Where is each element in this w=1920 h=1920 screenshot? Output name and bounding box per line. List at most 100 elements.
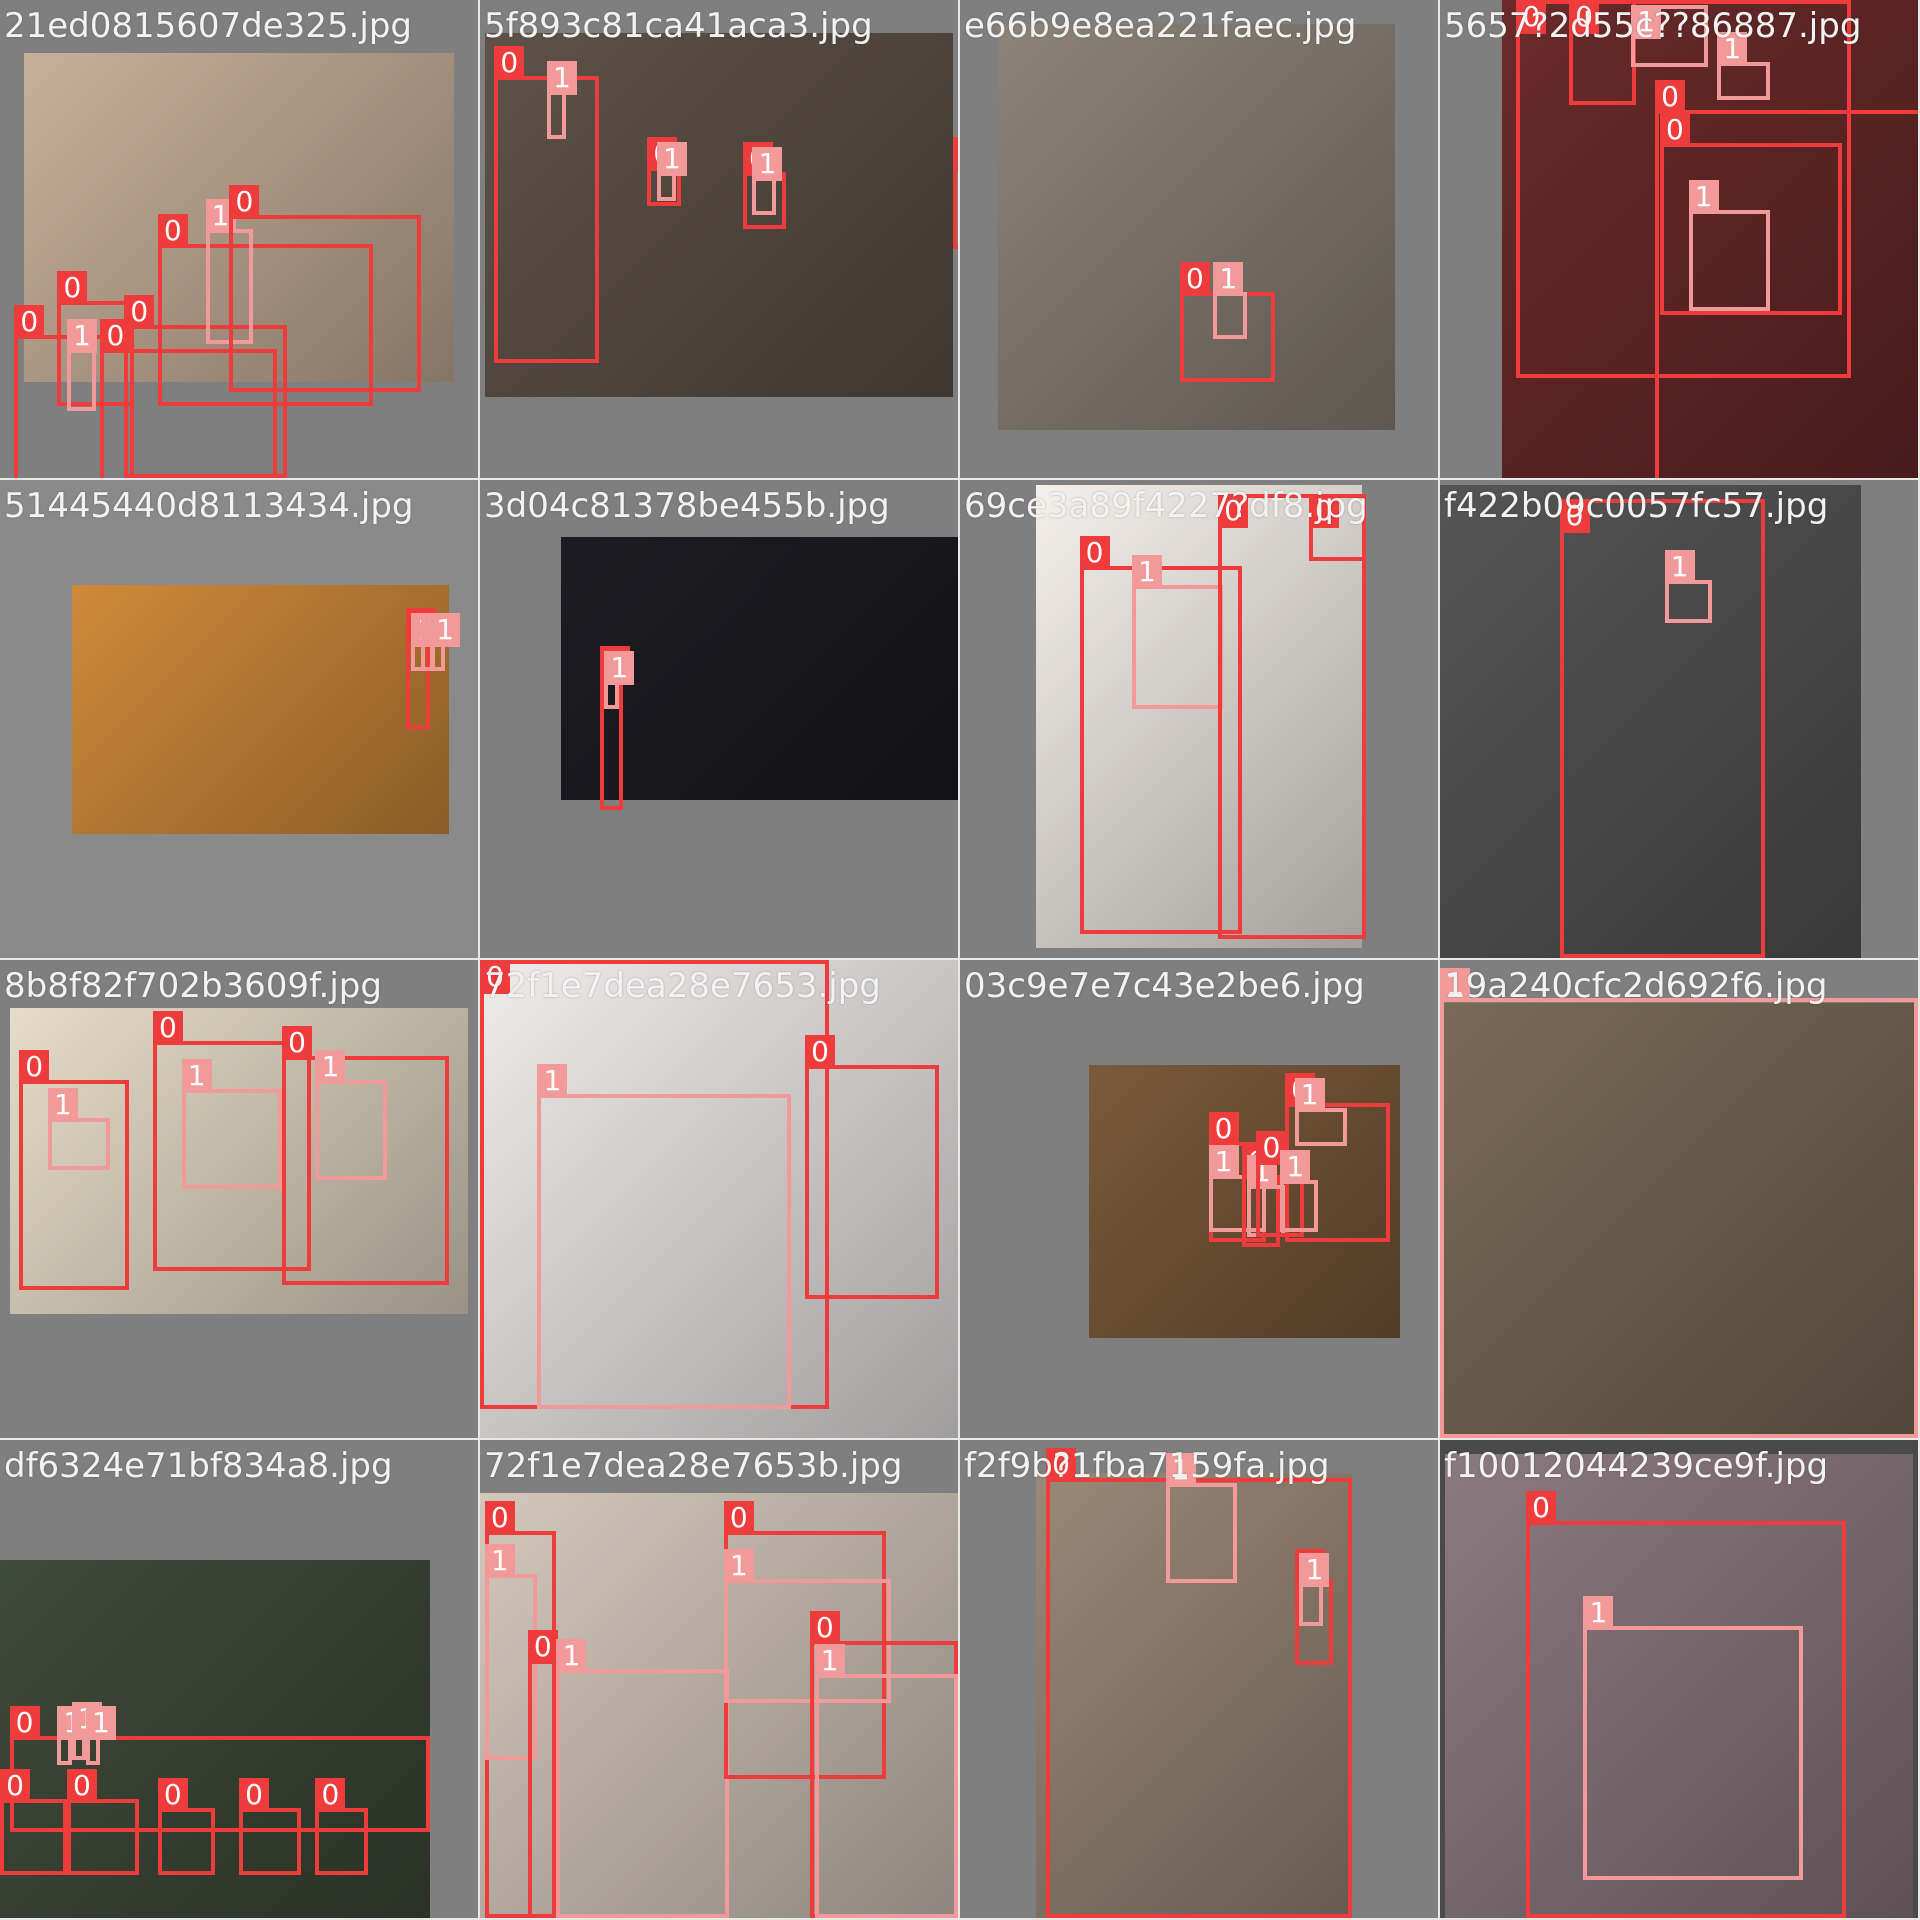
bbox-class-0: 0 bbox=[152, 1011, 311, 1271]
bbox-class-label: 1 bbox=[1664, 550, 1695, 585]
tile-filename: 51445440d8113434.jpg bbox=[4, 486, 414, 526]
bbox-class-label: 1 bbox=[1213, 261, 1244, 296]
bbox-class-label: 1 bbox=[814, 1644, 845, 1679]
bbox-class-label: 0 bbox=[157, 213, 188, 248]
bbox-class-1: 1 bbox=[1165, 1453, 1238, 1584]
bbox-class-label: 0 bbox=[723, 1500, 754, 1535]
bbox-class-label: 1 bbox=[47, 1087, 78, 1122]
bbox-class-0: 0 bbox=[229, 185, 421, 392]
bbox-class-label: 0 bbox=[57, 271, 88, 306]
bbox-class-1: 1 bbox=[1717, 32, 1770, 101]
tile-filename: e66b9e8ea221faec.jpg bbox=[964, 6, 1357, 46]
bbox-class-0: 0 bbox=[953, 137, 958, 249]
bbox-class-label: 1 bbox=[484, 1543, 515, 1578]
bbox-class-label: 0 bbox=[315, 1778, 346, 1813]
image-tile: 0 0 1 1 0 0 1 5657?2d55c??86887.jpg bbox=[1440, 0, 1920, 480]
bbox-class-0: 0 bbox=[1526, 1491, 1847, 1918]
bbox-class-0: 0 bbox=[157, 213, 373, 407]
bbox-class-label: 0 bbox=[1218, 494, 1249, 529]
bbox-class-1: 1 bbox=[1583, 1596, 1804, 1880]
bbox-class-1: 1 bbox=[604, 650, 635, 710]
bbox-class-1: 1 bbox=[1213, 261, 1247, 340]
image-tile: 0 1 0 0 69ce3a89f4227?df8.jpg bbox=[960, 480, 1440, 960]
bbox-class-label: 0 bbox=[1516, 0, 1547, 34]
bbox-class-label: 1 bbox=[604, 650, 635, 685]
image-tile: 0 0 1 0 0 0 1 0 21ed0815607de325.jpg bbox=[0, 0, 480, 480]
tile-filename: df6324e71bf834a8.jpg bbox=[4, 1446, 393, 1486]
bbox-class-label: 0 bbox=[9, 1706, 40, 1741]
bbox-class-1: 1 bbox=[1132, 555, 1223, 710]
tile-photo bbox=[998, 23, 1395, 431]
image-tile: 0 1 0 72f1e7dea28e7653.jpg bbox=[480, 960, 960, 1440]
image-tile: 011100000df6324e71bf834a8.jpg bbox=[0, 1440, 480, 1920]
image-tile: 0 1 0 1 0 1 0 1 72f1e7dea28e7653b.jpg bbox=[480, 1440, 960, 1920]
bbox-class-1: 1 bbox=[57, 1706, 88, 1766]
image-tile: 0101010103c9e7e7c43e2be6.jpg bbox=[960, 960, 1440, 1440]
bbox-class-label: 1 bbox=[1631, 4, 1662, 39]
bbox-class-label: 0 bbox=[1046, 1448, 1077, 1483]
bbox-class-label: 0 bbox=[1308, 494, 1339, 529]
bbox-class-label: 0 bbox=[527, 1629, 558, 1664]
bbox-class-label: 0 bbox=[480, 960, 510, 994]
bbox-class-label: 1 bbox=[546, 60, 577, 95]
bbox-class-label: 1 bbox=[723, 1548, 754, 1583]
bbox-class-0: 0 bbox=[282, 1025, 450, 1286]
tile-filename: 3d04c81378be455b.jpg bbox=[484, 486, 890, 526]
bbox-class-1: 1 bbox=[1664, 550, 1713, 624]
bbox-class-label: 1 bbox=[1299, 1553, 1330, 1588]
tile-photo bbox=[1440, 1003, 1918, 1438]
bbox-class-label: 0 bbox=[1208, 1111, 1239, 1146]
bbox-class-label: 0 bbox=[1179, 261, 1210, 296]
bbox-class-label: 0 bbox=[14, 304, 45, 339]
bbox-class-1: 1 bbox=[315, 1049, 388, 1180]
bbox-class-1: 1 bbox=[537, 1063, 791, 1410]
bbox-class-label: 1 bbox=[1583, 1596, 1614, 1631]
bbox-class-label: 1 bbox=[656, 142, 687, 177]
bbox-class-label: 0 bbox=[282, 1025, 313, 1060]
bbox-class-label: 0 bbox=[1079, 536, 1110, 571]
image-tile: 0 1 0 1 0 1 8b8f82f702b3609f.jpg bbox=[0, 960, 480, 1440]
bbox-class-0: 0 bbox=[57, 271, 134, 407]
bbox-class-label: 0 bbox=[157, 1778, 188, 1813]
bbox-class-label: 1 bbox=[1165, 1453, 1196, 1488]
bbox-class-0: 0 bbox=[315, 1778, 369, 1875]
bbox-class-label: 0 bbox=[809, 1610, 840, 1645]
bbox-class-1: 1 bbox=[181, 1059, 282, 1190]
tile-filename: f10012044239ce9f.jpg bbox=[1444, 1446, 1829, 1486]
tile-filename: 21ed0815607de325.jpg bbox=[4, 6, 412, 46]
bbox-class-1: 1 bbox=[656, 142, 687, 201]
bbox-class-label: 1 bbox=[1294, 1078, 1325, 1113]
image-tile: 0 1 f10012044239ce9f.jpg bbox=[1440, 1440, 1920, 1920]
bbox-class-1: 1 bbox=[1631, 4, 1708, 67]
tile-filename: 5657?2d55c??86887.jpg bbox=[1444, 6, 1862, 46]
bbox-class-1: 1 bbox=[556, 1639, 729, 1918]
bbox-class-label: 0 bbox=[1569, 0, 1600, 34]
bbox-class-0: 0 bbox=[0, 1768, 67, 1875]
bbox-class-0: 0 bbox=[1218, 494, 1367, 939]
bbox-class-label: 0 bbox=[66, 1768, 97, 1803]
tile-filename: 69ce3a89f4227?df8.jpg bbox=[964, 486, 1368, 526]
bbox-class-label: 1 bbox=[1717, 32, 1748, 67]
image-tile: 0 1 e66b9e8ea221faec.jpg bbox=[960, 0, 1440, 480]
tile-filename: 03c9e7e7c43e2be6.jpg bbox=[964, 966, 1365, 1006]
bbox-class-0: 0 bbox=[124, 295, 287, 478]
bbox-class-label: 1 bbox=[315, 1049, 346, 1084]
bbox-class-1: 1 bbox=[484, 1543, 538, 1761]
bbox-class-label: 1 bbox=[181, 1059, 212, 1094]
bbox-class-0: 0 bbox=[66, 1768, 139, 1875]
bbox-class-1: 1 bbox=[546, 60, 577, 139]
bbox-class-1: 1 bbox=[1688, 180, 1770, 311]
bbox-class-label: 0 bbox=[1256, 1130, 1287, 1165]
tile-photo bbox=[1089, 1065, 1400, 1338]
tile-filename: 5f893c81ca41aca3.jpg bbox=[484, 6, 873, 46]
bbox-class-1: 1 bbox=[1294, 1078, 1348, 1147]
bbox-class-label: 0 bbox=[229, 185, 260, 220]
bbox-class-0: 0 bbox=[1046, 1448, 1352, 1918]
image-tile: 0 1 f422b09c0057fc57.jpg bbox=[1440, 480, 1920, 960]
bbox-class-label: 0 bbox=[1526, 1491, 1557, 1526]
bbox-class-1: 1 bbox=[1280, 1149, 1319, 1233]
bbox-class-0: 0 bbox=[19, 1049, 130, 1290]
tile-photo bbox=[480, 960, 958, 1438]
bbox-class-label: 1 bbox=[1208, 1145, 1239, 1180]
bbox-class-1: 1 bbox=[66, 318, 97, 412]
